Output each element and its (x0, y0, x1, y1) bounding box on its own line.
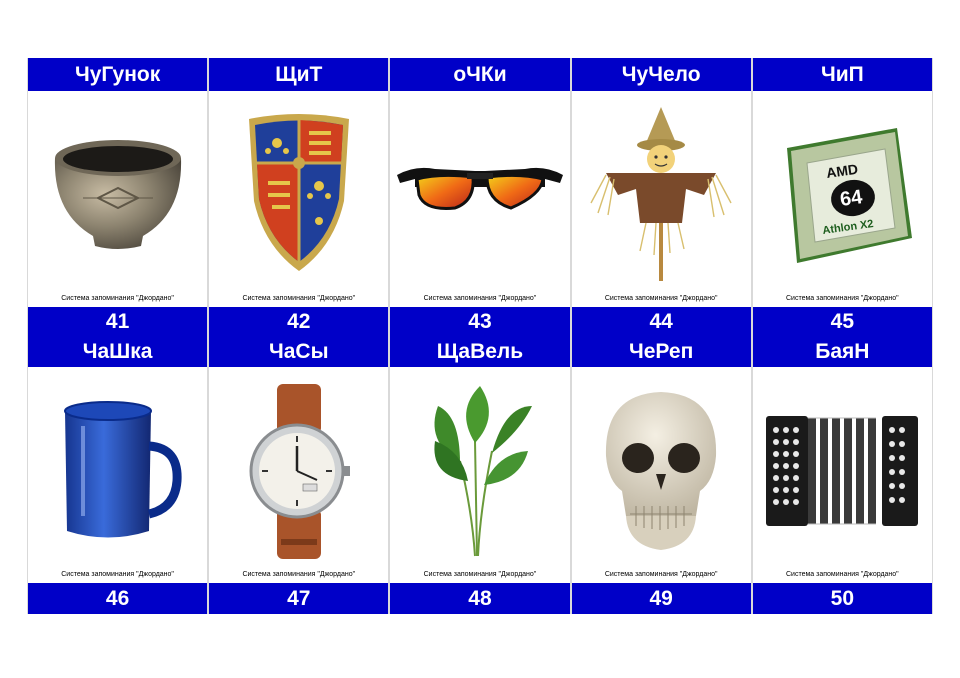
card-48: ЩаВель Система запоминания "Джордано" 48 (389, 337, 571, 614)
card-43: оЧКи Система запоминания (389, 58, 571, 337)
card-44: ЧуЧело Система запоминан (570, 58, 752, 337)
chip-brand: AMD (826, 161, 860, 181)
card-row-1: ЧуГунок Систем (27, 58, 933, 337)
sorrel-leaves-image (390, 373, 569, 569)
card-number: 44 (571, 307, 751, 337)
card-word: ЧаШка (28, 337, 208, 367)
card-number: 46 (28, 583, 208, 614)
card-word: оЧКи (390, 58, 570, 91)
bayan-accordion-image (753, 373, 932, 569)
card-word: ЧуЧело (571, 58, 751, 91)
card-49: ЧеРеп (570, 337, 752, 614)
card-word: ЩаВель (390, 337, 570, 367)
skull-image (572, 373, 751, 569)
system-caption: Система запоминания "Джордано" (604, 571, 718, 578)
card-47: ЧаСы Система за (208, 337, 390, 614)
card-number: 41 (28, 307, 208, 337)
system-caption: Система запоминания "Джордано" (423, 571, 537, 578)
sunglasses-image (390, 98, 569, 288)
card-word: ЧеРеп (571, 337, 751, 367)
card-number: 50 (752, 583, 932, 614)
system-caption: Система запоминания "Джордано" (786, 571, 899, 578)
cpu-chip-image: AMD 64 Athlon X2 (753, 98, 932, 288)
card-word: ЧаСы (209, 337, 389, 367)
card-word: ЧуГунок (28, 58, 208, 91)
card-number: 45 (752, 307, 932, 337)
card-46: ЧаШка Система запоминания (27, 337, 209, 614)
card-number: 48 (390, 583, 570, 614)
card-word: ЩиТ (209, 58, 389, 91)
glass-mug-image (28, 373, 207, 569)
card-word: БаяН (752, 337, 932, 367)
wristwatch-image (209, 373, 388, 569)
card-50: БаяН (751, 337, 933, 614)
chip-model: 64 (839, 186, 865, 211)
system-caption: Система запоминания "Джордано" (242, 295, 356, 302)
card-41: ЧуГунок Систем (27, 58, 209, 337)
card-word: ЧиП (752, 58, 932, 91)
card-45: ЧиП AMD 64 Athlon X2 Система запоминания… (751, 58, 933, 337)
card-42: ЩиТ (208, 58, 390, 337)
card-number: 47 (209, 583, 389, 614)
system-caption: Система запоминания "Джордано" (61, 571, 174, 578)
system-caption: Система запоминания "Джордано" (61, 295, 174, 302)
memory-card-board: ЧуГунок Систем (27, 58, 933, 614)
card-number: 43 (390, 307, 570, 337)
system-caption: Система запоминания "Джордано" (786, 295, 899, 302)
cast-iron-pot-image (28, 98, 207, 288)
card-number: 49 (571, 583, 751, 614)
system-caption: Система запоминания "Джордано" (604, 295, 718, 302)
card-number: 42 (209, 307, 389, 337)
card-row-2: ЧаШка Система запоминания (27, 337, 933, 614)
system-caption: Система запоминания "Джордано" (242, 571, 356, 578)
heraldic-shield-image (209, 98, 388, 288)
system-caption: Система запоминания "Джордано" (423, 295, 537, 302)
scarecrow-image (572, 98, 751, 288)
